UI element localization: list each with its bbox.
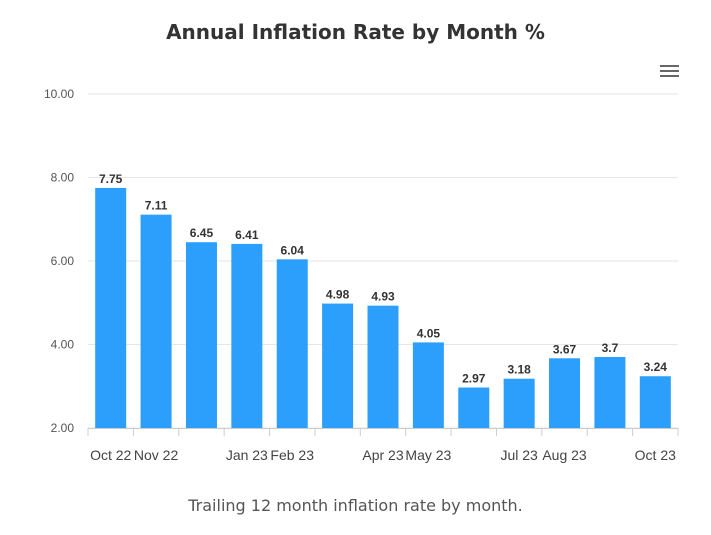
chart-title: Annual Inflation Rate by Month %: [166, 20, 545, 44]
x-tick-label: Oct 22: [90, 447, 131, 463]
bar-mar-23[interactable]: [322, 303, 354, 428]
hamburger-menu-icon[interactable]: [658, 62, 682, 82]
y-tick-label: 6.00: [51, 254, 75, 268]
data-label: 3.7: [602, 341, 619, 355]
data-label: 7.11: [145, 199, 168, 213]
x-tick-label: Jan 23: [226, 447, 268, 463]
bar-oct-23[interactable]: [639, 376, 671, 428]
x-tick-label: Oct 23: [635, 447, 676, 463]
data-label: 4.05: [417, 326, 441, 340]
x-tick-label: Apr 23: [362, 447, 403, 463]
data-label: 4.98: [326, 288, 350, 302]
chart-caption: Trailing 12 month inflation rate by mont…: [188, 496, 523, 515]
x-tick-label: Aug 23: [542, 447, 587, 463]
bar-feb-23[interactable]: [276, 259, 308, 428]
bar-jul-23[interactable]: [503, 378, 535, 428]
data-label: 2.97: [462, 372, 486, 386]
data-label: 6.04: [281, 243, 305, 257]
bar-aug-23[interactable]: [549, 358, 581, 428]
x-tick-label: Feb 23: [270, 447, 314, 463]
bar-jan-23[interactable]: [231, 243, 263, 428]
bar-sep-23[interactable]: [594, 357, 626, 428]
data-label: 3.18: [507, 363, 531, 377]
data-label: 4.93: [371, 290, 395, 304]
bar-nov-22[interactable]: [140, 214, 172, 428]
bar-dec-22[interactable]: [185, 242, 217, 428]
y-tick-label: 10.00: [44, 87, 74, 101]
bar-oct-22[interactable]: [95, 187, 127, 428]
x-tick-label: May 23: [405, 447, 451, 463]
bar-may-23[interactable]: [412, 342, 444, 428]
bar-chart: 2.00 4.00 6.00 8.00 10.00 7.75 Oct 22 7.11 Nov 2…: [44, 87, 679, 463]
y-tick-label: 2.00: [51, 421, 75, 435]
x-tick-label: Nov 22: [134, 447, 179, 463]
bar-apr-23[interactable]: [367, 305, 399, 428]
data-label: 7.75: [99, 172, 123, 186]
data-label: 3.67: [553, 342, 577, 356]
data-label: 3.24: [644, 360, 668, 374]
y-tick-label: 8.00: [51, 171, 75, 185]
y-tick-label: 4.00: [51, 338, 75, 352]
bar-jun-23[interactable]: [458, 387, 490, 428]
x-tick-label: Jul 23: [500, 447, 538, 463]
data-label: 6.45: [190, 226, 214, 240]
data-label: 6.41: [235, 228, 259, 242]
